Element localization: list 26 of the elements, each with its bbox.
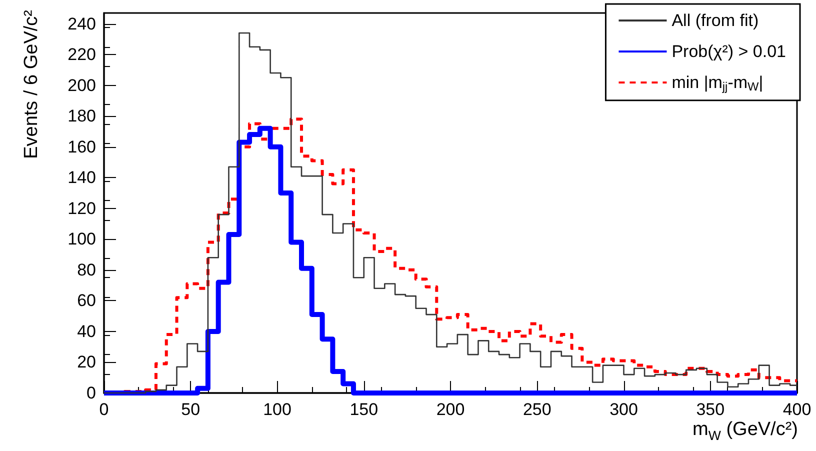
y-tick-label: 160 xyxy=(68,137,96,156)
x-tick-label: 100 xyxy=(263,400,292,419)
x-tick-label: 400 xyxy=(782,400,812,419)
x-tick-label: 300 xyxy=(610,400,638,419)
y-tick-label: 180 xyxy=(68,106,96,126)
y-axis-title: Events / 6 GeV/c² xyxy=(21,10,42,159)
y-tick-label: 120 xyxy=(68,198,96,218)
x-tick-label: 150 xyxy=(350,400,378,419)
y-tick-label: 140 xyxy=(68,168,96,188)
x-axis-title: m$_{W}$ (GeV/c²) xyxy=(692,419,798,443)
y-tick-label: 240 xyxy=(68,14,96,34)
y-tick-label: 0 xyxy=(86,384,96,402)
x-tick-label: 0 xyxy=(99,400,109,419)
y-tick-label: 100 xyxy=(68,230,96,249)
legend-label: All (from fit) xyxy=(672,11,759,30)
y-tick-label: 220 xyxy=(68,45,96,64)
x-tick-label: 350 xyxy=(696,400,725,419)
legend-label: Prob(χ²) > 0.01 xyxy=(672,42,786,61)
x-tick-label: 250 xyxy=(522,400,552,419)
x-tick-label: 200 xyxy=(436,400,465,419)
x-tick-label: 50 xyxy=(181,400,200,419)
y-tick-label: 200 xyxy=(68,76,96,95)
y-tick-label: 60 xyxy=(77,291,96,310)
y-tick-label: 20 xyxy=(77,352,96,372)
y-tick-label: 40 xyxy=(77,322,96,341)
y-tick-label: 80 xyxy=(77,260,96,280)
